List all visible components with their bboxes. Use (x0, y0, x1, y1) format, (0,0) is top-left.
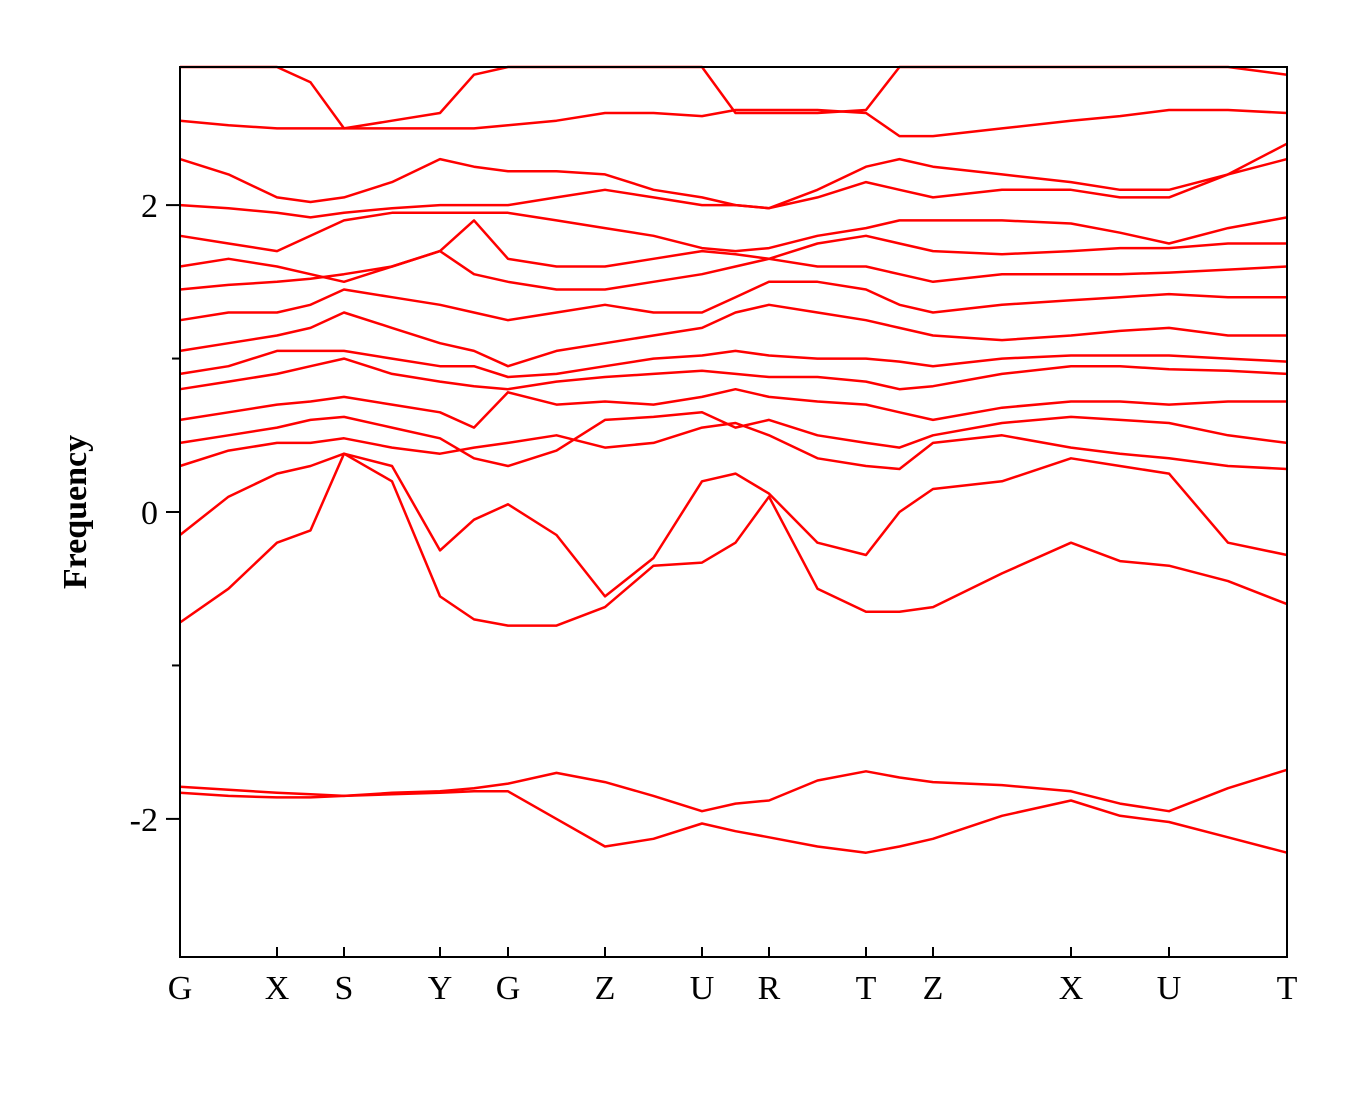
band-line (179, 211, 1288, 253)
band-line (179, 452, 1288, 627)
x-tick-label: Y (428, 970, 453, 1007)
band-line (179, 303, 1287, 368)
x-tick-label: T (1277, 970, 1298, 1007)
band-line (179, 790, 1288, 854)
y-axis-label: Frequency (57, 435, 94, 589)
y-tick-label: 2 (141, 188, 158, 225)
band-line (179, 219, 1287, 284)
x-tick-label: X (265, 970, 290, 1007)
band-line (179, 357, 1288, 391)
band-line (179, 387, 1287, 429)
y-tick-label: 0 (141, 495, 158, 532)
x-tick-label: U (1157, 970, 1182, 1007)
band-line (179, 157, 1288, 219)
x-tick-label: X (1059, 970, 1084, 1007)
x-tick-label: G (496, 970, 521, 1007)
x-tick-label: Z (595, 970, 616, 1007)
band-line (179, 249, 1288, 291)
plot-frame (179, 66, 1288, 958)
x-tick-label: G (168, 970, 193, 1007)
band-line (179, 108, 1288, 138)
band-line (179, 142, 1288, 210)
x-tick-label: T (856, 970, 877, 1007)
band-line (179, 421, 1288, 471)
band-line (179, 452, 1288, 598)
band-line (179, 411, 1288, 468)
band-line (179, 280, 1287, 322)
band-line (179, 349, 1288, 379)
y-tick-label: -2 (130, 802, 158, 839)
x-tick-label: R (758, 970, 781, 1007)
band-line (179, 768, 1288, 813)
x-tick-label: S (335, 970, 354, 1007)
x-tick-label: U (690, 970, 715, 1007)
x-tick-label: Z (923, 970, 944, 1007)
band-line (180, 65, 1288, 130)
